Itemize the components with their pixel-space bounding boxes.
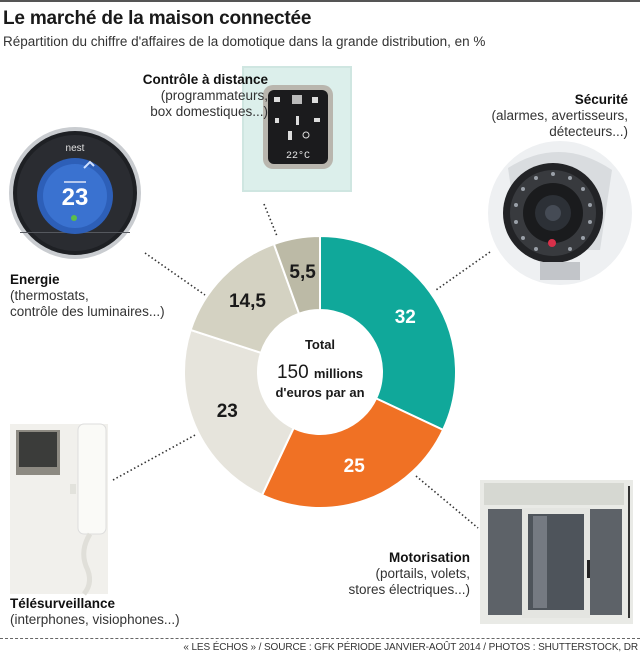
label-title: Contrôle à distance xyxy=(142,72,268,87)
segment-value-label: 32 xyxy=(394,306,416,328)
center-amount: 150 millions xyxy=(258,362,382,384)
leader-lines xyxy=(112,203,491,529)
chart-subtitle: Répartition du chiffre d'affaires de la … xyxy=(3,34,486,49)
nest-temp: 23 xyxy=(62,184,89,211)
label-desc: (interphones, visiophones...) xyxy=(10,612,180,627)
segment-value-label: 5,5 xyxy=(289,261,316,283)
donut-segment xyxy=(183,328,295,497)
label-desc: détecteurs...) xyxy=(549,124,628,139)
center-amount-unit: millions xyxy=(313,366,364,381)
label-desc: (portails, volets, xyxy=(375,566,470,581)
label-desc: (thermostats, xyxy=(10,288,89,303)
label-telesurveillance: Télésurveillance (interphones, visiophon… xyxy=(10,596,230,628)
top-rule xyxy=(0,0,640,2)
donut-chart xyxy=(183,234,457,509)
donut-segment xyxy=(319,234,457,432)
donut-segment xyxy=(260,397,445,509)
label-title: Télésurveillance xyxy=(10,596,116,611)
panel-temp: 22°C xyxy=(286,150,310,162)
motorized-shutter-icon xyxy=(480,480,633,624)
leader-security xyxy=(435,251,491,291)
label-desc: (programmateurs, xyxy=(160,88,268,103)
center-total-label: Total xyxy=(304,337,336,352)
control-panel-icon: 22°C xyxy=(242,66,352,192)
label-securite: Sécurité (alarmes, avertisseurs, détecte… xyxy=(440,92,628,140)
leader-energy xyxy=(144,252,206,296)
label-title: Motorisation xyxy=(389,550,470,565)
label-desc: box domestiques...) xyxy=(150,104,268,119)
leader-control xyxy=(263,203,278,237)
label-title: Sécurité xyxy=(574,92,628,107)
segment-value-label: 25 xyxy=(343,456,365,478)
footer-divider xyxy=(0,638,640,639)
label-motorisation: Motorisation (portails, volets, stores é… xyxy=(310,550,470,598)
chart-title: Le marché de la maison connectée xyxy=(3,8,312,29)
segment-value-label: 23 xyxy=(216,401,238,423)
footer-source: « LES ÉCHOS » / SOURCE : GFK PÉRIODE JAN… xyxy=(183,642,638,653)
center-amount-unit-line2: d'euros par an xyxy=(275,385,365,400)
security-camera-icon xyxy=(488,141,632,285)
leader-telesurveillance xyxy=(112,433,198,481)
leader-motorisation xyxy=(415,475,479,529)
thermostat-icon: nest 23 xyxy=(9,127,141,259)
segment-value-label: 14,5 xyxy=(228,290,266,312)
label-desc: (alarmes, avertisseurs, xyxy=(491,108,628,123)
label-title: Energie xyxy=(10,272,60,287)
nest-brand: nest xyxy=(66,143,85,154)
label-desc: contrôle des luminaires...) xyxy=(10,304,165,319)
label-desc: stores électriques...) xyxy=(348,582,470,597)
donut-segment xyxy=(272,234,321,315)
intercom-icon xyxy=(10,423,108,596)
label-energie: Energie (thermostats, contrôle des lumin… xyxy=(10,272,190,320)
label-controle-distance: Contrôle à distance (programmateurs, box… xyxy=(96,72,268,120)
center-amount-number: 150 xyxy=(276,362,309,383)
